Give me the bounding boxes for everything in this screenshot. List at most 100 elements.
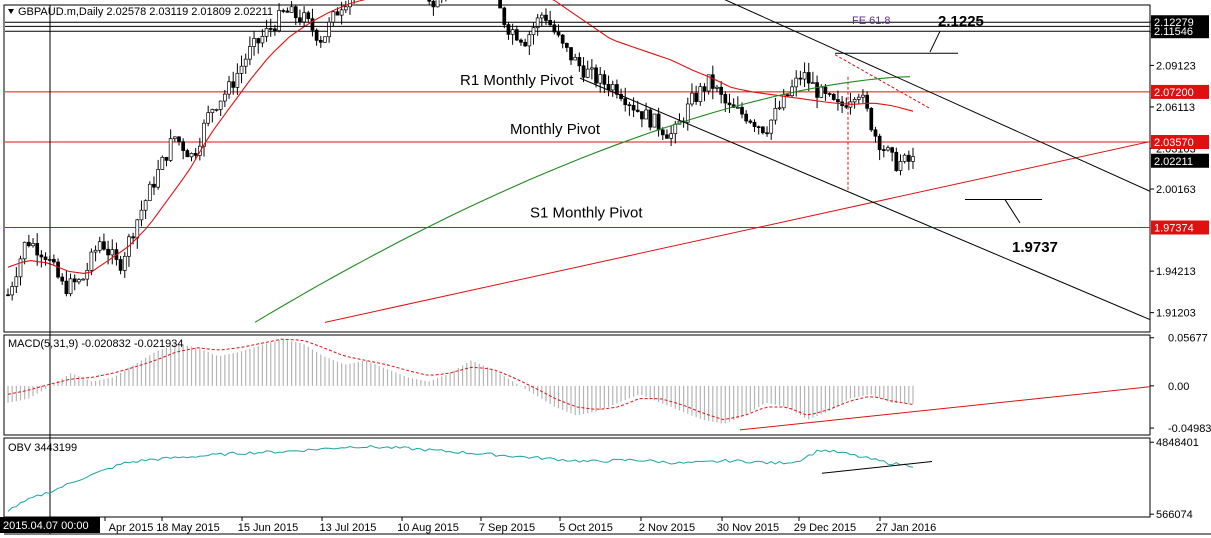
candle-body xyxy=(160,156,165,170)
candle-body xyxy=(268,28,273,30)
candle-body xyxy=(106,248,110,256)
candle-body xyxy=(102,241,106,250)
resistance-price-label: 2.12279 xyxy=(1154,17,1194,29)
candle-body xyxy=(43,256,48,260)
candle-body xyxy=(556,31,561,36)
candle-body xyxy=(185,150,190,158)
candle-body xyxy=(93,249,98,253)
candle-body xyxy=(510,29,515,35)
candle-body xyxy=(640,111,644,120)
candle-body xyxy=(89,251,94,271)
candle-body xyxy=(635,109,640,112)
candle-body xyxy=(281,10,286,12)
candle-body xyxy=(790,86,794,96)
candle-body xyxy=(193,153,198,156)
macd-tick-label: 0.05677 xyxy=(1168,333,1208,345)
candle-body xyxy=(323,36,327,43)
candle-body xyxy=(811,82,815,84)
candle-body xyxy=(890,147,894,153)
candle-body xyxy=(427,0,432,2)
candle-body xyxy=(60,276,65,282)
candle-body xyxy=(72,278,77,283)
candle-body xyxy=(669,133,673,139)
candle-body xyxy=(306,12,311,20)
obv-tick-label: 4848401 xyxy=(1156,437,1199,449)
macd-signal-line xyxy=(7,338,914,421)
candle-body xyxy=(844,105,849,108)
candle-body xyxy=(569,47,573,61)
candle-body xyxy=(289,6,294,13)
candle-body xyxy=(581,65,586,78)
candle-body xyxy=(168,138,173,161)
candle-body xyxy=(552,24,557,33)
candle-body xyxy=(264,28,269,37)
candle-body xyxy=(585,68,590,78)
x-tick-label: 5 Oct 2015 xyxy=(559,522,613,534)
candle-body xyxy=(81,278,85,281)
candle-body xyxy=(531,27,536,36)
candle-body xyxy=(648,109,653,128)
candle-body xyxy=(231,81,236,88)
obv-panel xyxy=(3,437,1151,518)
candle-body xyxy=(752,121,757,128)
pivot-price-box xyxy=(1151,84,1209,99)
candle-body xyxy=(339,9,344,16)
candle-body xyxy=(293,6,298,19)
candle-body xyxy=(706,74,711,92)
x-tick-label: 7 Sep 2015 xyxy=(479,522,535,534)
candle-body xyxy=(314,29,319,41)
candle-body xyxy=(577,57,582,67)
candle-body xyxy=(560,34,565,44)
candle-body xyxy=(539,14,544,19)
candle-body xyxy=(852,99,857,103)
candle-body xyxy=(181,141,186,151)
candle-body xyxy=(122,255,127,271)
macd-trendline xyxy=(739,386,1151,431)
candle-body xyxy=(823,86,828,94)
target-low-pointer xyxy=(1004,199,1021,224)
candle-body xyxy=(527,34,532,47)
candle-body xyxy=(256,38,261,44)
lower-channel-line xyxy=(579,77,1151,321)
obv-line xyxy=(7,444,914,512)
upper-channel-line xyxy=(724,0,1151,192)
price-tick-label: 1.91203 xyxy=(1156,308,1196,320)
candle-body xyxy=(865,94,869,109)
candle-body xyxy=(218,100,223,110)
candle-body xyxy=(248,46,252,60)
x-tick-label: Apr 2015 xyxy=(109,522,154,534)
s1-pivot-label: S1 Monthly Pivot xyxy=(530,205,643,222)
candle-body xyxy=(690,92,694,105)
candle-body xyxy=(665,134,669,139)
x-tick-label: 13 Jul 2015 xyxy=(320,522,377,534)
cursor-date-box xyxy=(0,517,100,533)
candle-body xyxy=(911,156,915,162)
current-price-box xyxy=(1151,153,1209,168)
candle-body xyxy=(343,6,348,11)
candle-body xyxy=(514,29,519,41)
pivot-price-box xyxy=(1151,220,1209,235)
candle-body xyxy=(710,74,715,89)
candle-body xyxy=(318,40,323,43)
candle-body xyxy=(744,113,749,122)
macd-tick-label: 0.00 xyxy=(1168,381,1189,393)
candle-body xyxy=(139,209,144,221)
candle-body xyxy=(35,243,40,256)
pivot-price-box xyxy=(1151,135,1209,150)
current-price-label: 2.02211 xyxy=(1154,156,1193,168)
candle-body xyxy=(590,67,594,70)
candle-body xyxy=(685,103,690,123)
candle-body xyxy=(798,77,803,80)
candle-body xyxy=(594,67,598,84)
candle-body xyxy=(723,94,728,104)
candle-body xyxy=(631,104,636,111)
candle-body xyxy=(6,294,10,297)
candle-body xyxy=(815,82,819,98)
x-tick-label: 15 Jun 2015 xyxy=(238,522,299,534)
candle-body xyxy=(39,254,44,258)
candle-body xyxy=(31,243,35,247)
candle-body xyxy=(656,113,661,131)
candle-body xyxy=(794,77,799,88)
obv-trendline xyxy=(821,461,933,474)
candle-body xyxy=(223,93,227,102)
